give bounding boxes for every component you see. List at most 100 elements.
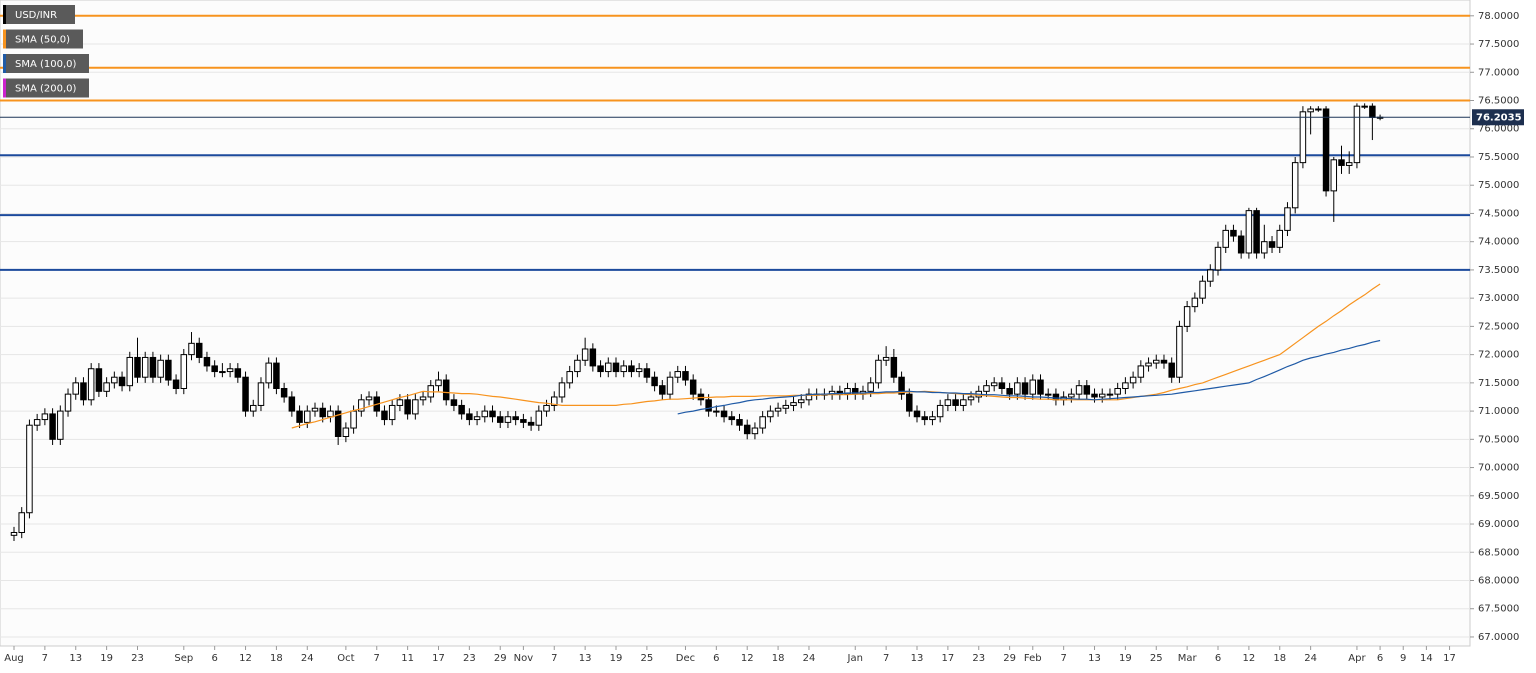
y-tick-label: 69.5000	[1478, 491, 1519, 502]
candle-body	[782, 404, 790, 409]
x-tick-label: 6	[713, 653, 719, 664]
y-tick-label: 75.0000	[1478, 180, 1519, 191]
x-tick-label: Sep	[174, 653, 193, 664]
candle-body	[1353, 105, 1361, 164]
candle-body	[273, 362, 280, 390]
candle-body	[18, 512, 25, 533]
candle-body	[1006, 388, 1013, 395]
candle-body	[1153, 359, 1160, 364]
x-tick-label: 6	[1377, 653, 1383, 664]
candle-body	[628, 365, 635, 373]
candle-body	[1176, 325, 1183, 378]
candle-body	[682, 371, 689, 381]
candle-body	[728, 416, 736, 421]
y-tick-label: 67.5000	[1478, 604, 1519, 615]
candle-body	[674, 371, 681, 378]
candle-body	[481, 410, 489, 418]
candle-body	[558, 382, 566, 398]
candle-body	[1106, 393, 1114, 396]
candle-body	[1091, 393, 1098, 398]
candle-body	[620, 365, 627, 373]
candle-body	[1068, 393, 1075, 398]
candle-body	[496, 416, 504, 423]
candle-body	[713, 410, 720, 413]
candle-body	[49, 413, 56, 440]
price-label: 76.2035	[1476, 112, 1522, 123]
candle-body	[1237, 235, 1245, 254]
candle-body	[250, 404, 257, 412]
x-tick-label: 29	[1003, 653, 1016, 664]
legend-swatch	[3, 78, 6, 98]
candle-body	[95, 368, 103, 392]
x-tick-label: 23	[463, 653, 476, 664]
x-tick-label: 23	[131, 653, 144, 664]
candle-body	[990, 382, 998, 387]
legend-label: USD/INR	[15, 10, 57, 21]
price-tag	[1472, 109, 1524, 126]
candle-body	[983, 385, 990, 392]
legend-box	[3, 78, 89, 98]
x-tick-label: 14	[1420, 653, 1433, 664]
x-tick-label: 13	[911, 653, 924, 664]
candle-body	[134, 356, 141, 378]
candle-body	[180, 354, 188, 390]
candle-body	[1075, 385, 1083, 395]
x-tick-label: 18	[1273, 653, 1286, 664]
y-tick-label: 76.0000	[1478, 124, 1519, 135]
candle-body	[10, 531, 18, 536]
candle-body	[767, 410, 774, 418]
candle-body	[1183, 306, 1191, 327]
candle-body	[1044, 393, 1052, 396]
candle-body	[195, 342, 203, 358]
candle-body	[412, 399, 419, 415]
x-tick-label: 12	[1243, 653, 1256, 664]
candle-body	[512, 416, 519, 421]
candle-body	[458, 404, 465, 415]
x-tick-label: Nov	[514, 653, 534, 664]
candle-body	[635, 368, 643, 373]
plot-area	[0, 0, 1471, 647]
x-tick-label: Dec	[676, 653, 695, 664]
candle-body	[365, 396, 373, 401]
candle-body	[188, 342, 195, 356]
x-tick-label: 25	[641, 653, 654, 664]
candle-body	[944, 399, 952, 406]
candle-body	[1191, 297, 1199, 308]
candle-body	[998, 382, 1006, 390]
x-tick-label: 11	[401, 653, 414, 664]
candle-body	[1291, 162, 1299, 209]
legend-box	[3, 5, 75, 24]
legend-swatch	[3, 5, 6, 24]
y-tick-label: 74.5000	[1478, 208, 1519, 219]
sma-line	[291, 283, 1381, 429]
x-tick-label: 19	[610, 653, 623, 664]
candle-body	[1214, 246, 1222, 271]
candle-body	[1145, 362, 1152, 367]
candle-body	[1299, 111, 1307, 164]
candle-body	[1083, 385, 1091, 395]
x-tick-label: 13	[1088, 653, 1101, 664]
candle-body	[751, 427, 759, 435]
y-tick-label: 68.5000	[1478, 547, 1519, 558]
candle-body	[659, 385, 666, 395]
x-tick-label: 17	[1443, 653, 1456, 664]
candle-body	[612, 362, 620, 373]
x-tick-label: 24	[1304, 653, 1317, 664]
candle-body	[342, 427, 350, 438]
candle-body	[211, 365, 218, 373]
candle-body	[219, 371, 226, 374]
candle-body	[288, 396, 296, 412]
x-tick-label: Aug	[4, 653, 24, 664]
candle-body	[535, 410, 543, 426]
candle-body	[551, 396, 558, 406]
y-tick-label: 77.5000	[1478, 39, 1519, 50]
x-tick-label: 9	[1400, 653, 1406, 664]
y-tick-label: 78.0000	[1478, 11, 1519, 22]
y-tick-label: 74.0000	[1478, 237, 1519, 248]
candle-body	[489, 410, 496, 418]
candle-body	[790, 402, 797, 406]
y-tick-label: 71.0000	[1478, 406, 1519, 417]
x-tick-label: Mar	[1178, 653, 1198, 664]
candle-body	[1137, 365, 1145, 378]
